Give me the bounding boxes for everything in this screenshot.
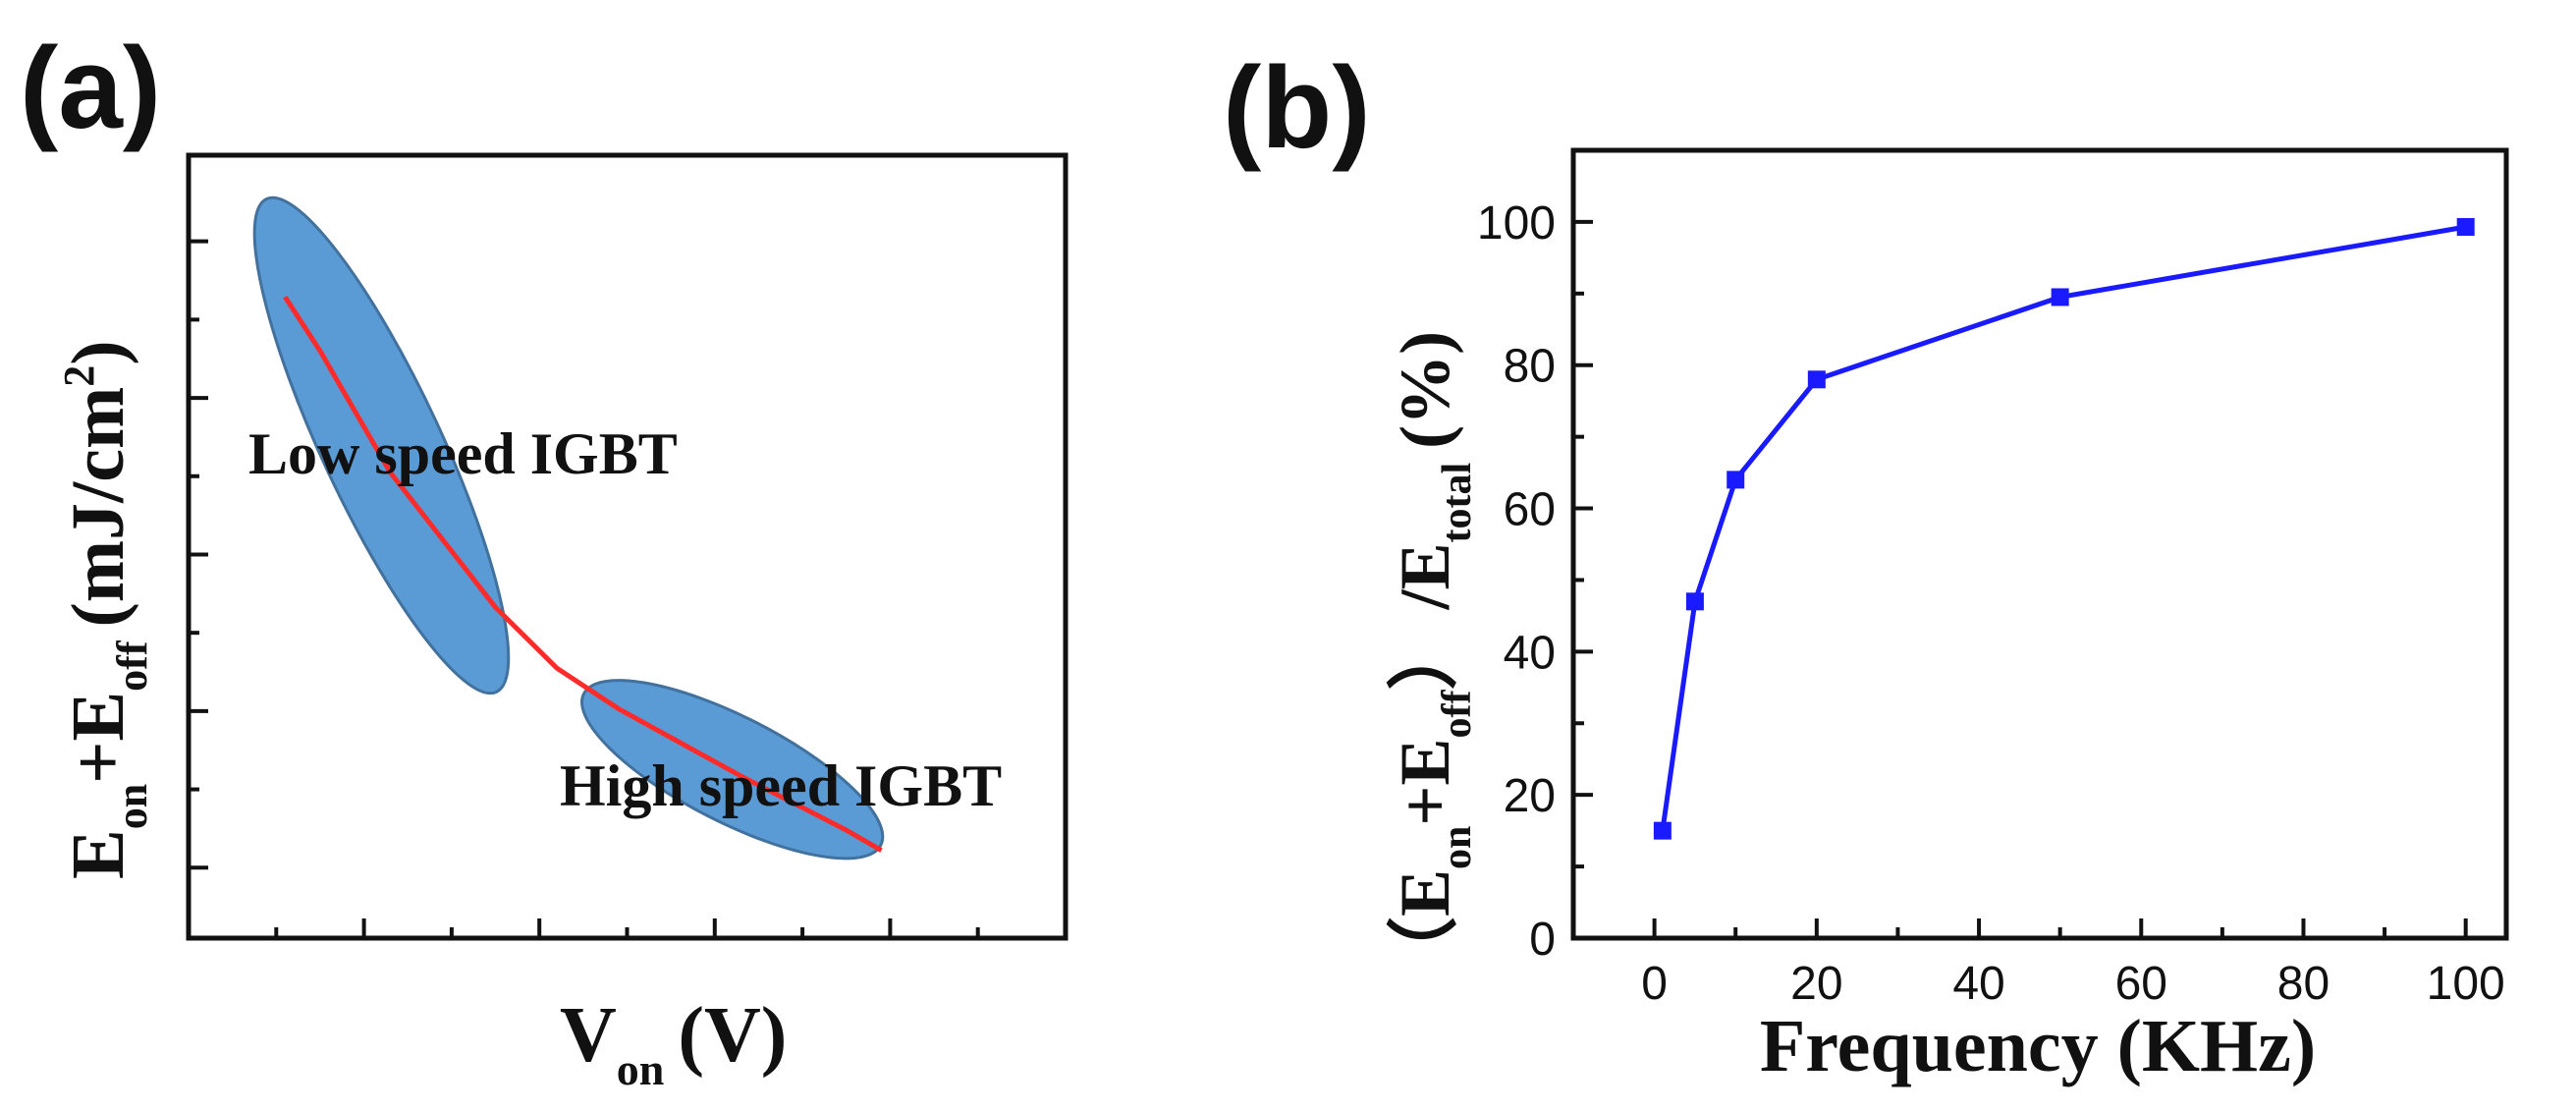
- panel-b-x-tick-label: 20: [1790, 958, 1842, 1010]
- panel-a-ticks: [189, 239, 980, 938]
- panel-a-y-title-close: ): [57, 340, 139, 364]
- panel-b-y-tick-label: 40: [1504, 627, 1556, 679]
- panel-b-data-point: [1653, 821, 1672, 840]
- panel-a-y-title-sub2: off: [108, 639, 156, 692]
- panel-a-y-title-plus: +E: [57, 692, 139, 784]
- panel-a-label: (a): [20, 24, 161, 153]
- panel-b-x-tick-label: 60: [2115, 958, 2167, 1010]
- panel-b-y-title-sub3: total: [1435, 463, 1480, 543]
- panel-b-data-point: [1726, 471, 1745, 489]
- panel-a-y-title-unit: (mJ/cm: [57, 387, 139, 628]
- panel-b-y-title-sub2: off: [1435, 690, 1480, 739]
- panel-b-y-tick-label: 100: [1477, 197, 1556, 250]
- panel-a-y-axis-title: Eon+Eoff (mJ/cm2): [55, 340, 156, 879]
- panel-a-y-title-sub1: on: [108, 784, 156, 829]
- panel-b-ticks: [1573, 219, 2468, 940]
- panel-b-y-title-plus: +E: [1386, 739, 1464, 826]
- panel-b-y-title-sub1: on: [1435, 826, 1480, 869]
- panel-b-data-point: [1807, 370, 1826, 389]
- panel-b-tick-labels: 0 20 40 60 80 100 0 20 40 60 80 100: [1477, 197, 2505, 1010]
- panel-a-y-title-sup: 2: [55, 365, 103, 387]
- panel-b-y-tick-label: 60: [1504, 484, 1556, 536]
- panel-a-x-title-main: V: [560, 992, 617, 1079]
- panel-b-y-tick-label: 20: [1504, 770, 1556, 822]
- panel-a-annotation-low: Low speed IGBT: [248, 421, 678, 486]
- panel-b-y-tick-label: 0: [1529, 914, 1556, 966]
- panel-b-y-title-unit: (%): [1386, 331, 1464, 449]
- panel-b-data-point: [2456, 218, 2475, 237]
- panel-b-y-title-open: （: [1386, 917, 1464, 987]
- panel-a-x-title-sub: on: [617, 1044, 665, 1094]
- panel-b-y-tick-label: 80: [1504, 341, 1556, 393]
- panel-b-y-axis-title: （Eon+Eoff） /Etotal (%): [1386, 331, 1480, 987]
- panel-a-annotation-high: High speed IGBT: [560, 753, 1002, 818]
- panel-b-data-point: [1685, 592, 1704, 611]
- panel-a-x-axis-title: Von (V): [560, 992, 787, 1094]
- panel-a-x-title-unit: (V): [678, 992, 787, 1079]
- panel-a-region-ellipse-0: [252, 195, 511, 695]
- panel-b-data-point: [2051, 288, 2069, 306]
- panel-a-curve: [283, 295, 883, 853]
- panel-b-x-tick-label: 40: [1952, 958, 2004, 1010]
- panel-b-x-tick-label: 0: [1641, 958, 1668, 1010]
- panel-a-y-title-e1: E: [57, 829, 139, 879]
- panel-b-frame: [1570, 147, 2509, 941]
- panel-b-points: [1653, 218, 2475, 840]
- panel-b-y-title-close: ）: [1386, 620, 1464, 691]
- panel-b-series-line: [1660, 224, 2467, 831]
- panel-b-x-tick-label: 80: [2277, 958, 2329, 1010]
- panel-b-x-axis-title: Frequency (KHz): [1760, 1005, 2316, 1087]
- panel-b-label: (b): [1223, 43, 1371, 173]
- panel-b-x-tick-label: 100: [2427, 958, 2505, 1010]
- panel-b-y-title-e1: E: [1386, 869, 1464, 917]
- panel-b-y-title-slash: /E: [1386, 543, 1464, 611]
